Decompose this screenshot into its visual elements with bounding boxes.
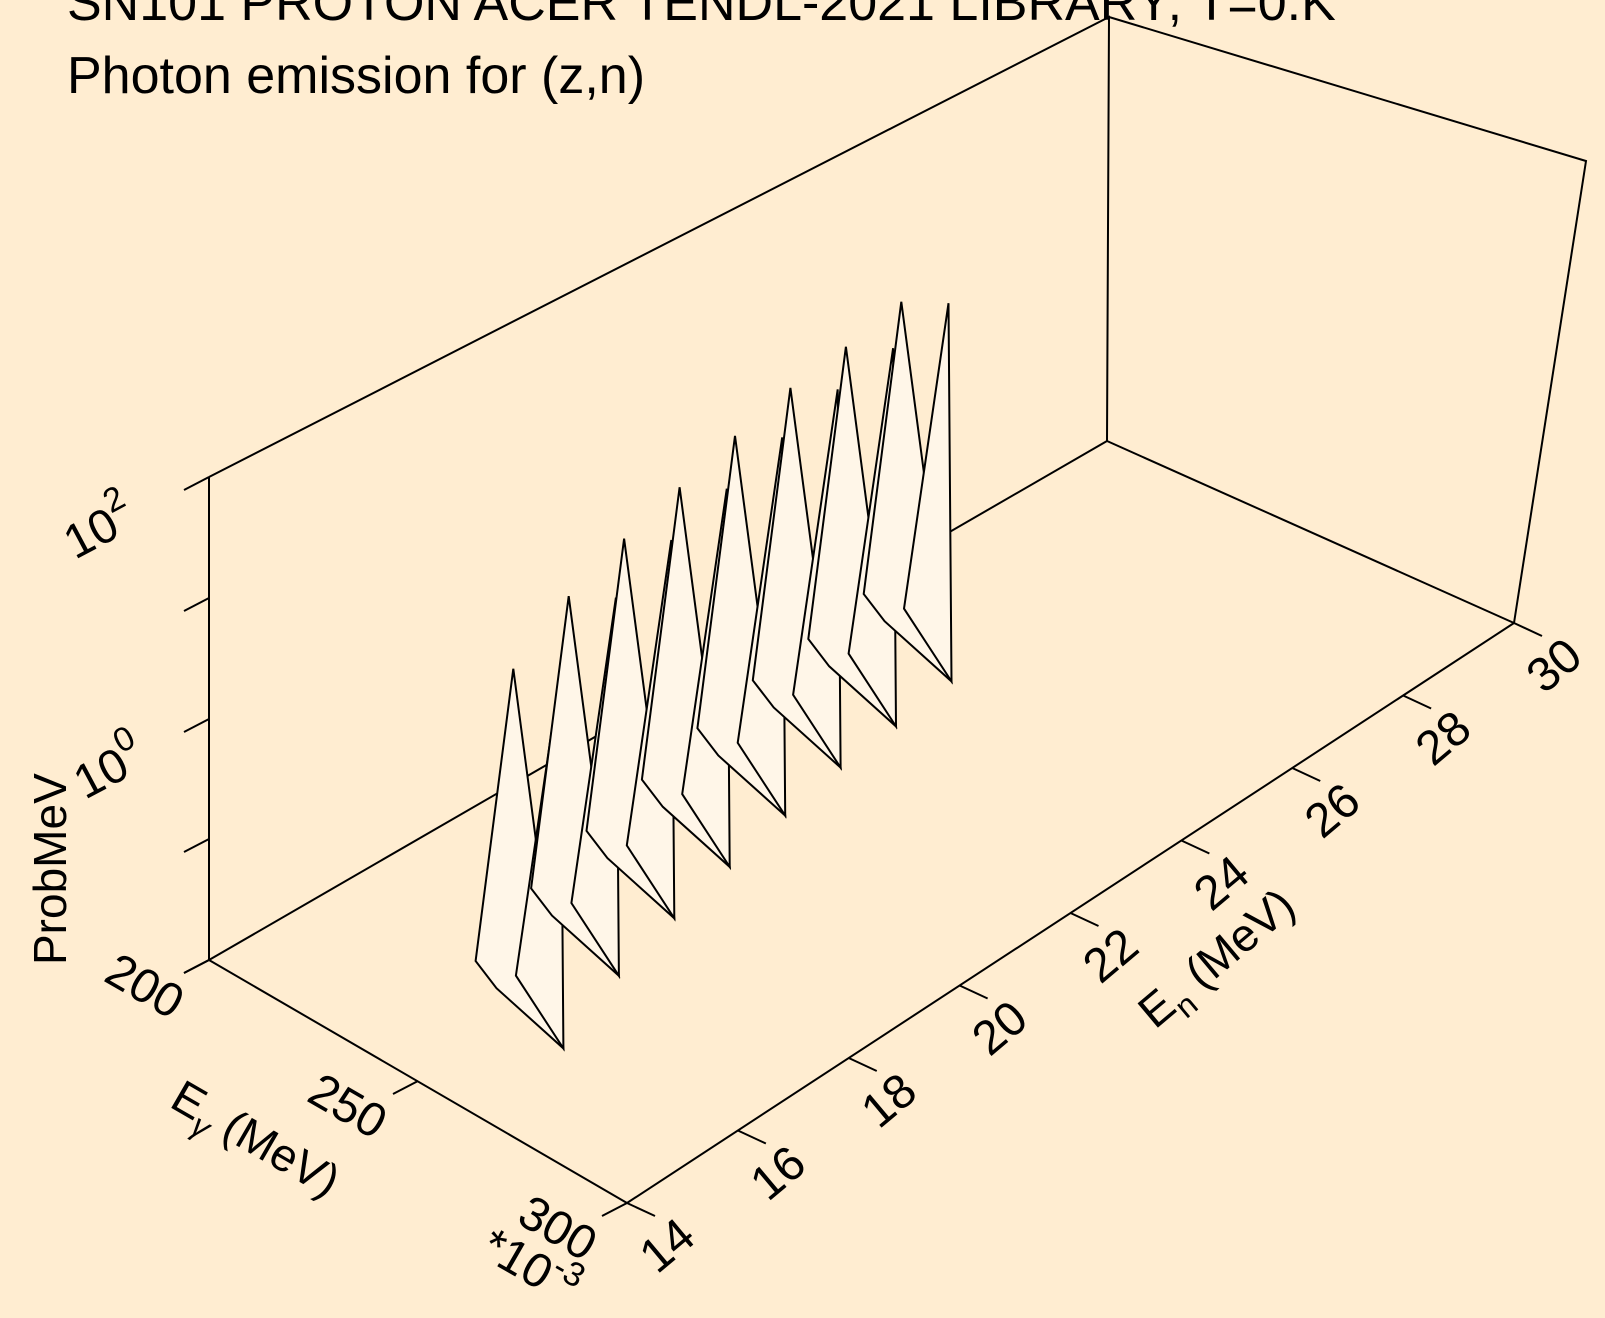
en-tick-20 (959, 984, 989, 1000)
en-tick-30 (1513, 622, 1543, 637)
svg-text:102: 102 (50, 478, 144, 569)
prob-axis-label: ProbMeV (24, 773, 76, 965)
egamma-tick-label-250: 250 (300, 1064, 396, 1150)
en-tick-16 (737, 1129, 767, 1145)
en-tick-28 (1402, 694, 1432, 710)
en-tick-14 (626, 1202, 656, 1217)
spike-series (474, 301, 953, 1052)
back-wall-right (1108, 16, 1588, 624)
egamma-tick-250 (392, 1080, 419, 1095)
egamma-tick-300 (601, 1202, 628, 1217)
en-tick-26 (1291, 767, 1321, 782)
en-tick-label-30: 30 (1517, 629, 1592, 704)
spike-en-24-2 (902, 303, 953, 685)
egamma-tick-200 (183, 959, 210, 974)
en-tick-label-18: 18 (852, 1064, 927, 1139)
prob-tick-label-100: 102 (50, 478, 144, 569)
en-tick-label-16: 16 (741, 1136, 816, 1211)
en-tick-22 (1070, 912, 1099, 927)
prob-axis-ticks: 102 100 ProbMeV (24, 476, 210, 974)
chart-title-line-2: Photon emission for (z,n) (67, 47, 645, 105)
en-tick-label-22: 22 (1074, 919, 1149, 994)
back-walls (208, 15, 1588, 624)
egamma-tick-label-200: 200 (97, 944, 193, 1030)
prob-tick-0.1 (183, 838, 210, 853)
chart-title-line-1: SN101 PROTON ACER TENDL-2021 LIBRARY; T=… (67, 0, 1336, 32)
prob-tick-1 (183, 718, 210, 733)
en-tick-label-28: 28 (1406, 701, 1481, 776)
en-tick-18 (848, 1057, 878, 1072)
en-tick-label-20: 20 (963, 991, 1038, 1066)
prob-tick-10 (183, 597, 210, 612)
en-tick-label-26: 26 (1295, 774, 1370, 849)
en-tick-label-14: 14 (630, 1209, 705, 1284)
floor-right-edge (1106, 440, 1515, 624)
prob-tick-100 (183, 476, 210, 491)
en-tick-24 (1180, 839, 1210, 855)
